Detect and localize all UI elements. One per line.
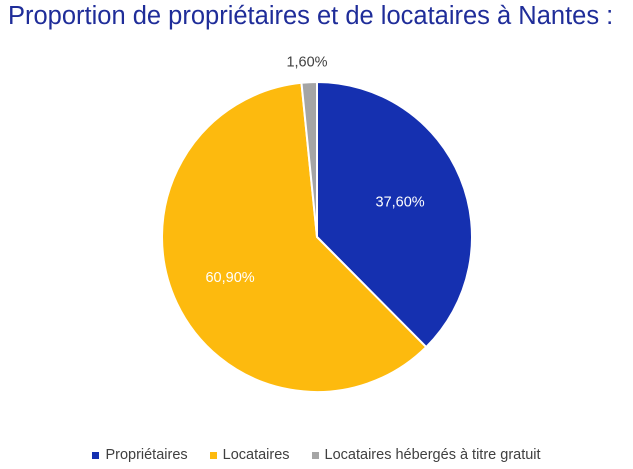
legend-item-locataires-heberges-a-titre-gratuit: Locataires hébergés à titre gratuit (311, 447, 541, 463)
data-label-locataires-heberges-a-titre-gratuit: 1,60% (286, 55, 327, 71)
pie-slice-proprietaires (316, 81, 473, 349)
legend-item-proprietaires: Propriétaires (92, 447, 188, 463)
pie-slice-locataires-heberges-a-titre-gratuit (300, 81, 318, 238)
legend-label-proprietaires: Propriétaires (105, 447, 188, 463)
pie-slice-locataires (161, 81, 428, 393)
legend-swatch-locataires-heberges-a-titre-gratuit (311, 451, 319, 459)
data-label-locataires: 60,90% (205, 270, 254, 286)
chart-legend: Propriétaires Locataires Locataires héberg… (0, 447, 633, 463)
legend-label-locataires-heberges-a-titre-gratuit: Locataires hébergés à titre gratuit (324, 447, 541, 463)
legend-label-locataires: Locataires (222, 447, 290, 463)
legend-swatch-locataires (209, 451, 217, 459)
chart-title: Proportion de propriétaires et de locata… (8, 2, 614, 30)
data-label-proprietaires: 37,60% (376, 195, 425, 211)
legend-item-locataires: Locataires (209, 447, 290, 463)
legend-swatch-proprietaires (92, 451, 100, 459)
